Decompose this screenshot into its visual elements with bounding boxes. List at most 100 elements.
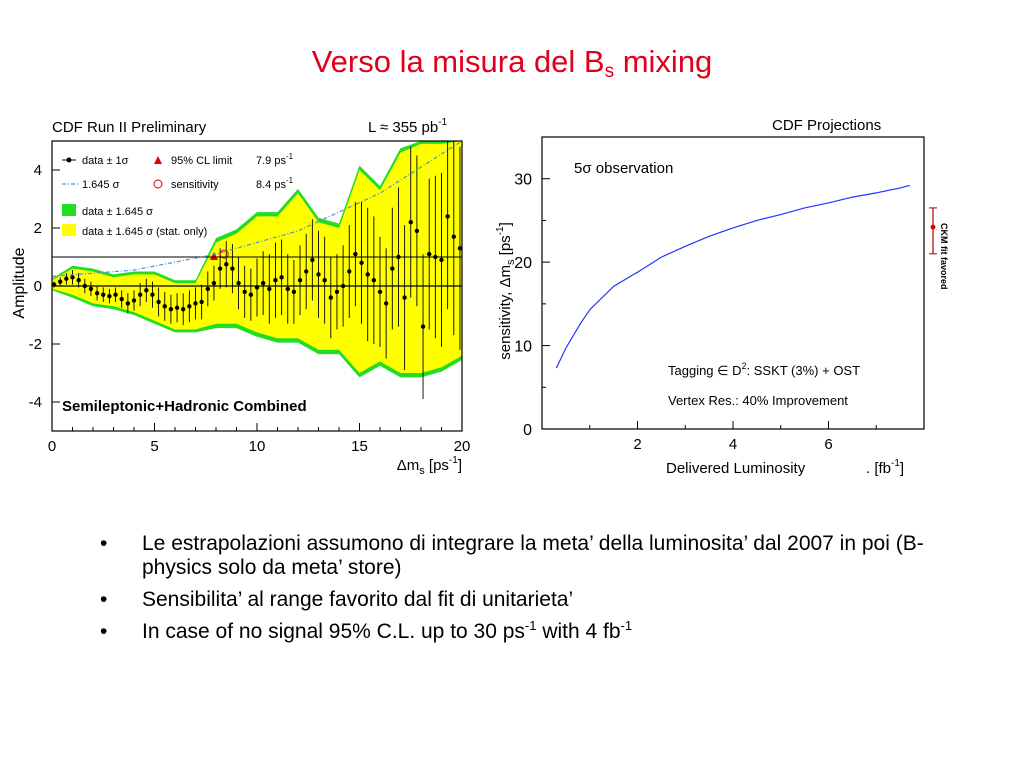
x-tick-label: 10 [249, 438, 266, 455]
bullet-item: • Sensibilita’ al range favorito dal fit … [100, 588, 930, 612]
data-point [310, 257, 315, 263]
x-tick-label: 5 [150, 438, 158, 455]
data-point [328, 295, 333, 300]
data-point [383, 301, 389, 306]
data-point [224, 262, 229, 267]
legend-sensitivity-number: 8.4 ps [256, 179, 286, 191]
plot-area: 2 4 6 0 10 20 30 [514, 136, 925, 453]
legend-sensitivity-value: 8.4 ps-1 [256, 176, 294, 191]
legend-yellow-swatch [62, 224, 76, 236]
legend-yellow-label: data ± 1.645 σ (stat. only) [82, 226, 207, 238]
legend-sensitivity-curve: 1.645 σ [62, 179, 120, 191]
tagging-note-a: Tagging ∈ D [668, 363, 741, 378]
bullet-sup-a: -1 [524, 618, 537, 633]
data-points [51, 141, 463, 400]
data-point [230, 266, 235, 271]
legend-green-label: data ± 1.645 σ [82, 206, 153, 218]
x-label-end: ] [458, 457, 462, 474]
vertex-note: Vertex Res.: 40% Improvement [668, 393, 848, 408]
legend-green-swatch [62, 204, 76, 216]
data-point [88, 286, 94, 292]
observation-annotation: 5σ observation [574, 160, 673, 177]
y-tick-label: 0 [523, 422, 532, 439]
data-point [236, 280, 241, 286]
plot-area: 0 5 10 15 20 -4 -2 0 2 4 [29, 140, 471, 455]
y-tick-label: -2 [29, 336, 42, 353]
bullet-text: Sensibilita’ al range favorito dal fit d… [142, 588, 574, 611]
data-point [168, 307, 174, 312]
legend-green: data ± 1.645 σ [62, 204, 153, 218]
x-tick-label: 15 [351, 438, 368, 455]
y-tick-label: -4 [29, 394, 42, 411]
y-tick-label: 30 [514, 172, 532, 189]
x-label-sup: -1 [449, 455, 458, 466]
y-tick-label: 4 [34, 162, 42, 179]
y-axis-label: sensitivity, Δms [ps-1] [495, 222, 517, 360]
bullet-text-a: In case of no signal 95% C.L. up to 30 p… [142, 620, 525, 643]
data-point [414, 228, 420, 234]
x-label-unit: [ps [425, 457, 449, 474]
data-point [420, 324, 426, 329]
data-point [457, 246, 463, 251]
data-point [316, 272, 321, 277]
x-unit-sup: -1 [891, 458, 900, 469]
sensitivity-marker [219, 249, 229, 259]
data-point [131, 298, 137, 303]
data-point [205, 286, 210, 292]
x-tick-label: 20 [454, 438, 471, 455]
tagging-note: Tagging ∈ D2: SSKT (3%) + OST [668, 361, 860, 378]
data-point [297, 278, 303, 283]
data-point [359, 260, 364, 265]
title-end: mixing [614, 44, 713, 79]
sensitivity-curve [51, 140, 463, 277]
chart-title: CDF Projections [772, 117, 881, 134]
legend-curve-label: 1.645 σ [82, 179, 120, 191]
y-label-sup: -1 [495, 226, 506, 235]
data-point [242, 289, 247, 294]
data-point [94, 291, 100, 296]
y-label-main: sensitivity, Δm [497, 265, 514, 360]
luminosity-label: L ≈ 355 pb-1 [368, 117, 448, 136]
data-point [187, 304, 192, 309]
y-tick-label: 10 [514, 339, 532, 356]
legend-limit-marker [154, 156, 162, 164]
bullet-list: • Le estrapolazioni assumono di integrare… [100, 532, 930, 652]
data-point [408, 220, 413, 225]
ckm-range-marker [929, 207, 937, 255]
axes [51, 140, 463, 432]
data-point [273, 278, 278, 283]
legend: data ± 1σ 95% CL limit 7.9 ps-1 1.645 σ … [62, 152, 294, 238]
legend-limit-value: 7.9 ps-1 [256, 152, 294, 167]
sensitivity-curve [555, 184, 910, 369]
data-point [334, 289, 340, 294]
data-point [76, 278, 81, 283]
legend-limit: 95% CL limit 7.9 ps-1 [154, 152, 294, 167]
bullet-text-b: with 4 fb [536, 620, 621, 643]
data-point [150, 292, 155, 297]
x-unit-end: ] [900, 460, 904, 477]
bullet-text: Le estrapolazioni assumono di integrare … [142, 532, 924, 579]
x-tick-label: 4 [729, 436, 737, 453]
data-point [322, 278, 327, 283]
bullet-sup-b: -1 [620, 618, 633, 633]
data-point [267, 286, 272, 292]
data-point [390, 266, 395, 271]
data-point [439, 257, 444, 263]
ckm-label: CKM fit favored [939, 223, 949, 290]
data-point [107, 293, 112, 299]
data-point [353, 251, 358, 257]
x-tick-label: 6 [824, 436, 832, 453]
title-subscript: s [604, 61, 615, 82]
bullet-item: • In case of no signal 95% C.L. up to 30 … [100, 618, 930, 644]
data-point [156, 299, 161, 305]
data-point [427, 251, 432, 257]
slide-title: Verso la misura del Bs mixing [0, 44, 1024, 83]
x-label-main: Δm [397, 457, 420, 474]
data-point [211, 280, 217, 286]
limit-marker [209, 252, 218, 260]
data-point [304, 269, 309, 274]
ckm-point [930, 224, 936, 230]
bullet-symbol: • [100, 620, 108, 643]
x-label-sub: s [419, 465, 425, 477]
tick-labels: 2 4 6 0 10 20 30 [514, 172, 832, 453]
